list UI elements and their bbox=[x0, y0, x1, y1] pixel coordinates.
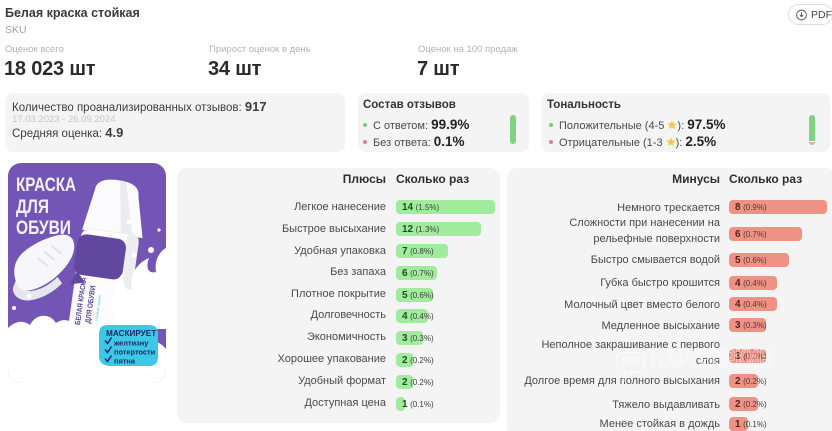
svg-text:МАСКИРУЕТ: МАСКИРУЕТ bbox=[106, 329, 156, 338]
svg-text:ОБУВИ: ОБУВИ bbox=[16, 218, 71, 239]
svg-text:КРАСКА: КРАСКА bbox=[16, 175, 76, 196]
svg-text:потертости: потертости bbox=[114, 348, 156, 357]
svg-text:ДЛЯ: ДЛЯ bbox=[16, 197, 49, 218]
svg-text:желтизну: желтизну bbox=[113, 339, 149, 348]
svg-text:пятна: пятна bbox=[114, 357, 136, 366]
svg-text:стойкая эмаль: стойкая эмаль bbox=[94, 294, 103, 321]
